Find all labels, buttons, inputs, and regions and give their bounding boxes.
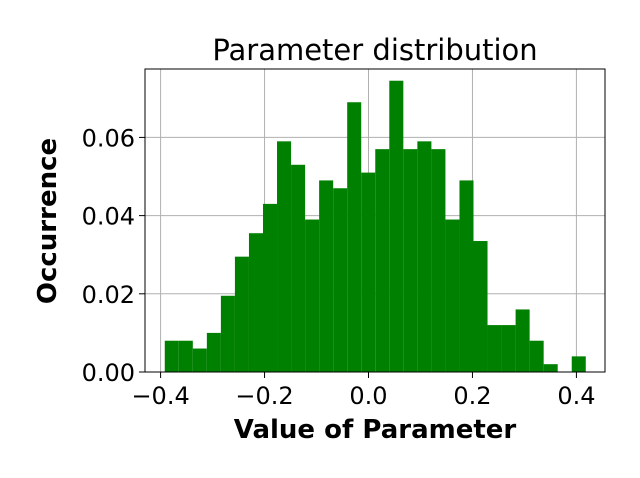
histogram-bar-27 (543, 364, 558, 372)
histogram-bar-8 (277, 141, 292, 372)
y-tick-label-1: 0.02 (82, 281, 135, 309)
histogram-bar-3 (206, 332, 221, 372)
x-tick-label-1: −0.2 (235, 382, 293, 410)
histogram-bar-29 (571, 356, 586, 372)
axis-ticks: −0.4 −0.2 0.0 0.2 0.4 0.00 0.02 0.04 0.06 (82, 124, 596, 410)
histogram-bar-12 (333, 188, 348, 372)
histogram-bar-4 (220, 295, 235, 372)
histogram-bar-26 (529, 340, 544, 372)
histogram-bar-21 (459, 180, 474, 372)
histogram-bar-25 (515, 309, 530, 372)
histogram-bar-18 (417, 141, 432, 372)
histogram-bar-0 (164, 340, 179, 372)
histogram-bar-15 (375, 149, 390, 372)
histogram-bar-10 (305, 219, 320, 372)
x-tick-label-4: 0.4 (557, 382, 595, 410)
histogram-bars (164, 80, 586, 372)
histogram-bar-16 (389, 80, 404, 372)
histogram-bar-20 (445, 219, 460, 372)
histogram-bar-6 (248, 233, 263, 372)
histogram-bar-14 (361, 172, 376, 372)
y-axis-title: Occurrence (33, 138, 63, 304)
histogram-bar-5 (234, 256, 249, 372)
x-axis-title: Value of Parameter (234, 415, 517, 445)
histogram-bar-7 (262, 203, 278, 372)
plot-frame (144, 68, 606, 373)
histogram-bar-24 (501, 325, 516, 372)
histogram-bar-2 (192, 348, 207, 372)
y-tick-label-2: 0.04 (82, 203, 135, 231)
x-tick-label-2: 0.0 (349, 382, 387, 410)
x-tick-label-0: −0.4 (131, 382, 189, 410)
histogram-bar-1 (178, 340, 193, 372)
x-tick-label-3: 0.2 (453, 382, 491, 410)
histogram-bar-22 (473, 241, 488, 372)
histogram-bar-19 (431, 149, 446, 372)
chart-title: Parameter distribution (212, 33, 537, 67)
histogram-bar-13 (347, 102, 362, 372)
histogram-bar-9 (291, 164, 306, 372)
y-tick-label-3: 0.06 (82, 124, 135, 152)
histogram-bar-11 (319, 180, 334, 372)
y-tick-label-0: 0.00 (82, 359, 135, 387)
histogram-bar-17 (403, 149, 418, 372)
histogram-bar-23 (487, 325, 502, 372)
